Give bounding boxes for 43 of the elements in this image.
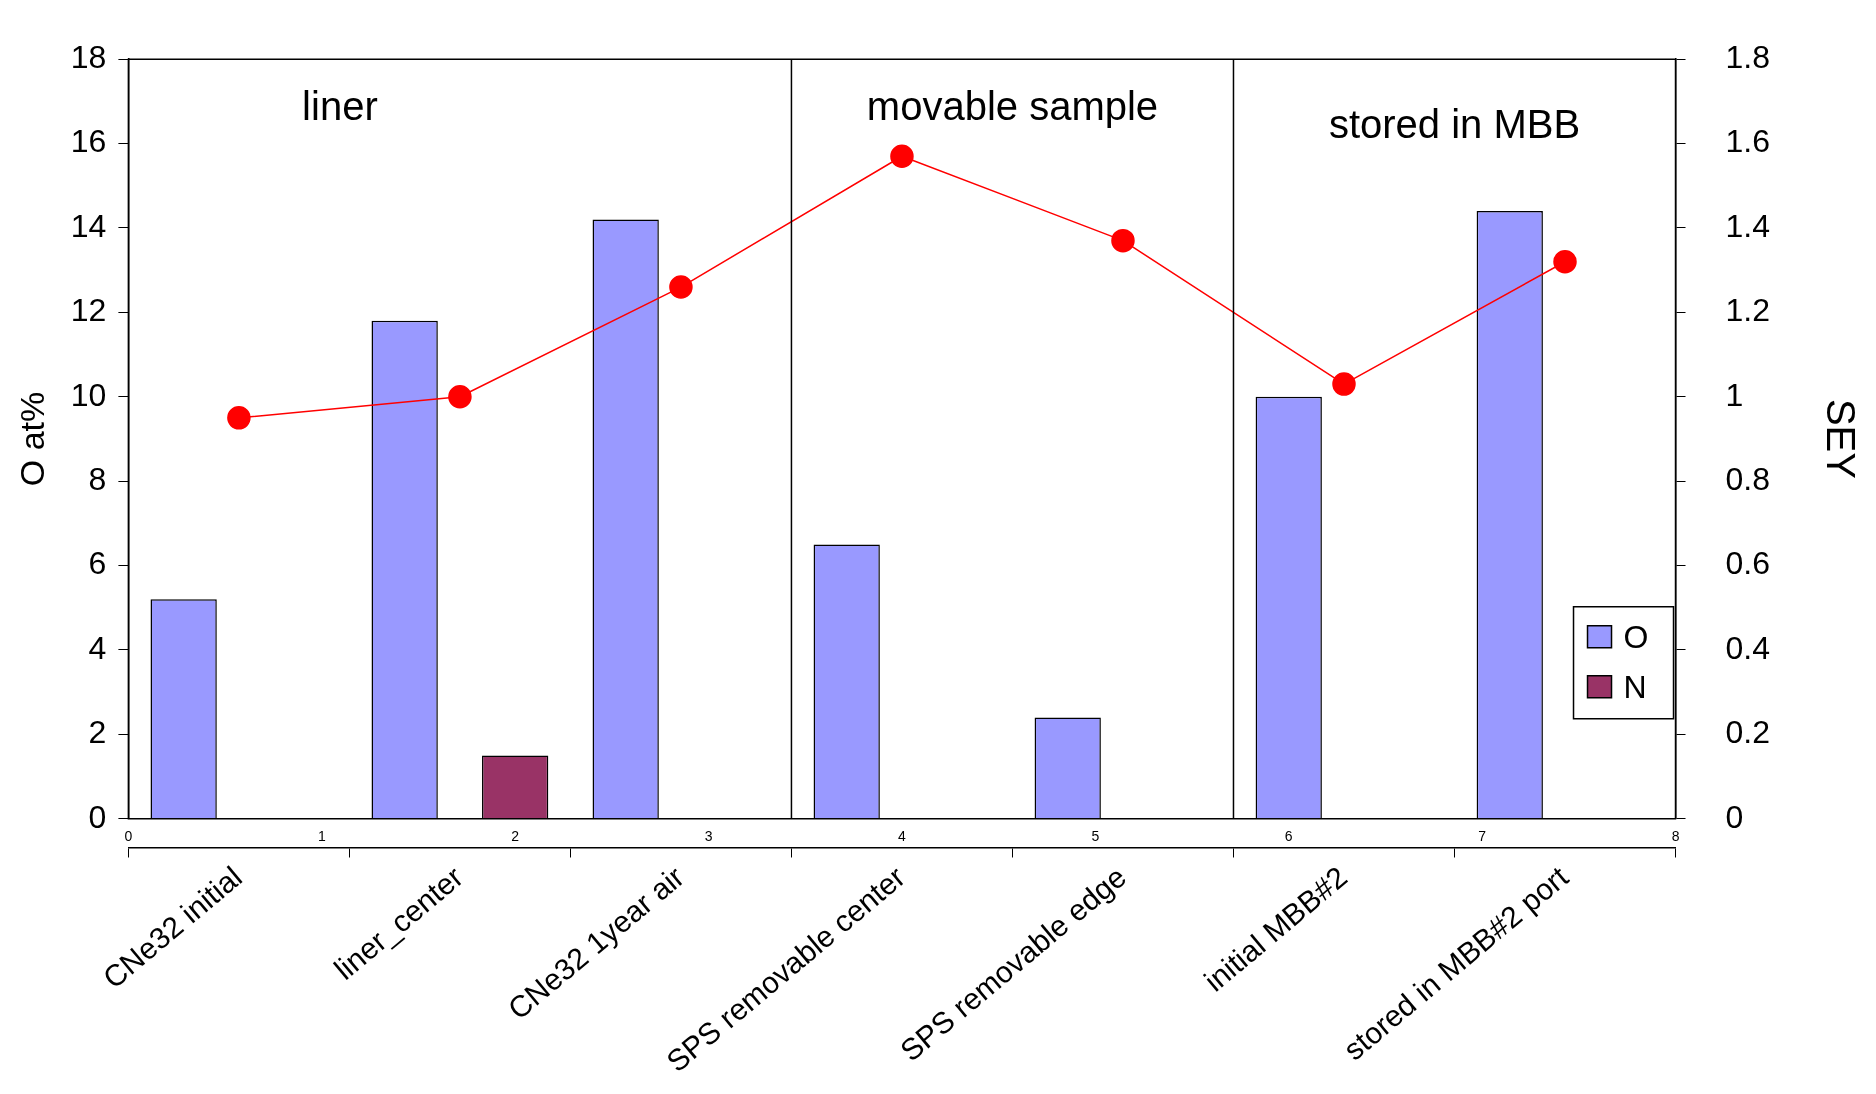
y-axis-title: O at% xyxy=(12,391,51,487)
y2-tick-label: 0.6 xyxy=(1725,545,1770,582)
y-tick-label: 4 xyxy=(88,629,107,666)
y-tick-label: 16 xyxy=(70,123,107,160)
y-tick-label: 8 xyxy=(88,460,107,497)
x2-tick-label: 2 xyxy=(511,827,520,844)
annotation: liner xyxy=(302,84,378,129)
y2-axis-title: SEY xyxy=(1818,398,1863,479)
y2-tick-label: 1.8 xyxy=(1725,39,1770,76)
point xyxy=(1111,228,1135,253)
y-tick-label: 6 xyxy=(88,545,107,582)
y2-tick-label: 1.4 xyxy=(1725,207,1770,244)
point xyxy=(448,385,472,409)
y-tick-label: 10 xyxy=(70,376,107,413)
point xyxy=(890,144,914,168)
x2-tick-label: 7 xyxy=(1478,827,1487,844)
point xyxy=(669,275,693,299)
point xyxy=(1332,372,1356,396)
x2-tick-label: 6 xyxy=(1284,827,1293,844)
y2-tick-label: 1.6 xyxy=(1725,123,1770,160)
y2-tick-label: 1.2 xyxy=(1725,292,1770,329)
y-tick-label: 12 xyxy=(70,292,107,329)
x2-tick-label: 5 xyxy=(1091,827,1100,844)
x2-tick-label: 8 xyxy=(1671,827,1680,844)
legend-label: O xyxy=(1623,618,1649,655)
x2-tick-label: 3 xyxy=(704,827,713,844)
y2-tick-label: 0 xyxy=(1725,798,1744,835)
x2-tick-label: 1 xyxy=(317,827,326,844)
y-tick-label: 0 xyxy=(88,798,107,835)
y2-tick-label: 0.8 xyxy=(1725,460,1770,497)
annotation: movable sample xyxy=(866,84,1159,129)
legend-label: N xyxy=(1623,668,1647,705)
y2-tick-label: 0.4 xyxy=(1725,629,1770,666)
point xyxy=(227,406,251,430)
y-tick-label: 2 xyxy=(88,714,107,751)
y2-tick-label: 1 xyxy=(1725,376,1744,413)
y-tick-label: 14 xyxy=(70,207,107,244)
point xyxy=(1553,249,1577,274)
x2-tick-label: 0 xyxy=(124,827,133,844)
y2-tick-label: 0.2 xyxy=(1725,714,1770,751)
x2-tick-label: 4 xyxy=(898,827,907,844)
y-tick-label: 18 xyxy=(70,39,107,76)
annotation: stored in MBB xyxy=(1328,102,1581,147)
